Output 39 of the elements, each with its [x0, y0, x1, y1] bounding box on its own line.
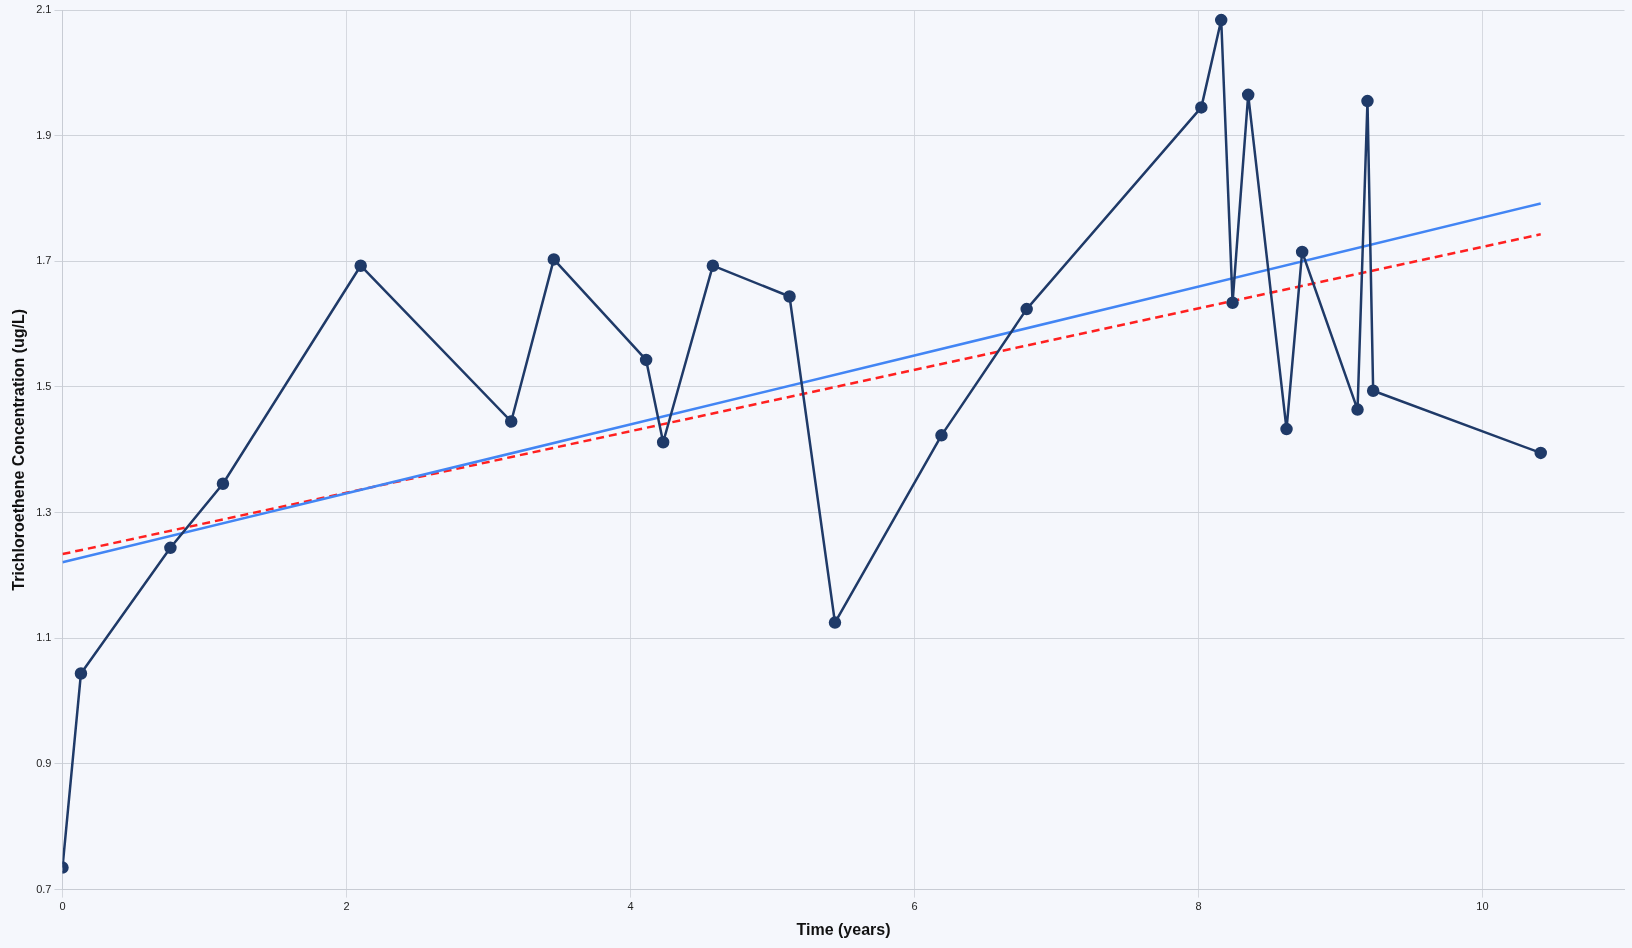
- point: [656, 436, 670, 449]
- y-tick-label: 2.1: [36, 3, 52, 16]
- x-tick-label: 8: [1195, 900, 1202, 913]
- y-tick-label: 1.3: [36, 505, 52, 518]
- y-axis-title: Trichloroethene Concentration (ug/L): [10, 308, 28, 591]
- x-tick-label: 2: [343, 900, 350, 913]
- point: [1295, 245, 1309, 259]
- point: [706, 259, 720, 272]
- point: [1280, 422, 1293, 436]
- point: [164, 541, 177, 555]
- point: [1226, 296, 1239, 310]
- point: [1195, 101, 1208, 114]
- point: [783, 290, 796, 303]
- point: [935, 429, 948, 442]
- y-tick-label: 1.7: [36, 254, 52, 267]
- point: [1366, 384, 1380, 397]
- y-tick-label: 0.9: [36, 756, 52, 769]
- point: [1361, 94, 1374, 108]
- x-tick-label: 10: [1476, 900, 1489, 913]
- point: [504, 415, 518, 428]
- point: [1241, 88, 1255, 102]
- point: [639, 353, 653, 367]
- y-tick-label: 1.9: [36, 128, 52, 141]
- point: [828, 616, 842, 629]
- point: [1534, 446, 1547, 460]
- y-tick-label: 0.7: [36, 882, 52, 895]
- x-axis-title: Time (years): [796, 920, 891, 938]
- y-tick-label: 1.5: [36, 380, 52, 392]
- point: [1020, 302, 1033, 316]
- point: [1351, 403, 1364, 416]
- x-tick-label: 6: [911, 900, 918, 913]
- y-tick-label: 1.1: [36, 631, 52, 644]
- point: [216, 477, 230, 490]
- point: [354, 259, 367, 272]
- x-tick-label: 0: [59, 900, 66, 913]
- point: [1214, 13, 1228, 27]
- x-tick-label: 4: [627, 900, 634, 913]
- point: [74, 667, 88, 680]
- point: [547, 253, 561, 266]
